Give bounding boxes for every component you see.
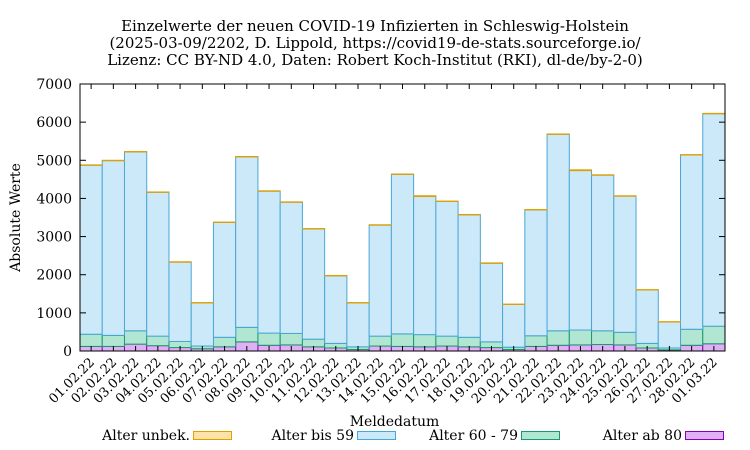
bar-alter-bis-59-9 bbox=[279, 201, 303, 334]
bar-alter-60-79-24 bbox=[613, 331, 637, 346]
bar-alter-60-79-27 bbox=[680, 328, 704, 346]
bar-alter-60-79-3 bbox=[146, 335, 170, 347]
legend-swatch-unbekannt bbox=[193, 431, 232, 440]
bar-alter-bis-59-3 bbox=[146, 191, 170, 337]
bar-alter-unbek-22 bbox=[568, 169, 593, 172]
bar-alter-bis-59-11 bbox=[324, 275, 348, 344]
legend-label-unbekannt: Alter unbek. bbox=[102, 428, 190, 444]
bar-alter-bis-59-1 bbox=[101, 160, 125, 336]
y-tick-label-2000: 2000 bbox=[36, 268, 72, 284]
bar-alter-60-79-1 bbox=[101, 334, 125, 347]
bar-alter-60-79-16 bbox=[435, 335, 459, 347]
legend-label-bis-59: Alter bis 59 bbox=[271, 428, 354, 444]
y-tick-label-4000: 4000 bbox=[36, 191, 72, 207]
legend-swatch-ab-80 bbox=[685, 431, 724, 440]
bar-alter-60-79-14 bbox=[390, 333, 415, 347]
chart-title-line-3: Lizenz: CC BY-ND 4.0, Daten: Robert Koch… bbox=[107, 51, 643, 69]
y-tick-label-1000: 1000 bbox=[36, 306, 72, 322]
bar-alter-60-79-15 bbox=[413, 334, 437, 348]
bar-alter-60-79-6 bbox=[212, 336, 237, 348]
bar-alter-bis-59-16 bbox=[435, 200, 459, 337]
bar-alter-bis-59-18 bbox=[479, 262, 504, 343]
y-tick-label-7000: 7000 bbox=[36, 77, 72, 93]
legend-item-60-79: Alter 60 - 79 bbox=[420, 428, 560, 444]
bar-alter-unbek-15 bbox=[413, 195, 437, 198]
bar-alter-bis-59-27 bbox=[680, 154, 704, 330]
bar-alter-60-79-21 bbox=[546, 330, 570, 346]
bar-alter-bis-59-0 bbox=[79, 164, 103, 335]
bar-alter-60-79-7 bbox=[235, 326, 259, 343]
bar-alter-bis-59-25 bbox=[635, 289, 659, 344]
legend-item-unbekannt: Alter unbek. bbox=[90, 428, 232, 444]
bar-alter-60-79-9 bbox=[279, 332, 303, 346]
bar-alter-bis-59-21 bbox=[546, 133, 570, 332]
bar-alter-bis-59-6 bbox=[212, 221, 237, 338]
bar-alter-bis-59-7 bbox=[235, 156, 259, 328]
bar-alter-bis-59-12 bbox=[346, 302, 370, 348]
bar-alter-bis-59-14 bbox=[390, 173, 415, 335]
bar-alter-60-79-28 bbox=[702, 325, 726, 345]
y-tick-label-5000: 5000 bbox=[36, 153, 72, 169]
bar-alter-60-79-0 bbox=[79, 333, 103, 347]
bar-alter-bis-59-28 bbox=[702, 113, 726, 327]
y-tick-label-3000: 3000 bbox=[36, 230, 72, 246]
legend-item-bis-59: Alter bis 59 bbox=[260, 428, 396, 444]
legend-swatch-60-79 bbox=[521, 431, 560, 440]
bar-alter-bis-59-5 bbox=[190, 302, 214, 347]
bar-alter-bis-59-19 bbox=[502, 303, 526, 348]
bar-alter-bis-59-24 bbox=[613, 195, 637, 333]
bar-alter-60-79-22 bbox=[568, 329, 593, 346]
y-tick-label-6000: 6000 bbox=[36, 115, 72, 131]
bar-alter-bis-59-20 bbox=[524, 209, 548, 337]
bar-alter-60-79-17 bbox=[457, 336, 481, 348]
bar-alter-bis-59-15 bbox=[413, 196, 437, 336]
bar-alter-60-79-23 bbox=[591, 330, 615, 346]
bar-alter-60-79-10 bbox=[301, 338, 326, 348]
bar-alter-bis-59-23 bbox=[591, 174, 615, 332]
chart-title-line-1: Einzelwerte der neuen COVID-19 Infiziert… bbox=[121, 17, 629, 35]
bar-alter-bis-59-10 bbox=[301, 228, 326, 340]
legend-label-60-79: Alter 60 - 79 bbox=[429, 428, 518, 444]
bar-alter-bis-59-2 bbox=[123, 151, 148, 332]
y-axis-label: Absolute Werte bbox=[8, 163, 24, 273]
chart-title-line-2: (2025-03-09/2202, D. Lippold, https://co… bbox=[109, 34, 641, 52]
bar-alter-60-79-20 bbox=[524, 335, 548, 347]
bar-alter-bis-59-22 bbox=[568, 170, 593, 331]
bar-alter-bis-59-26 bbox=[657, 321, 682, 349]
legend-swatch-bis-59 bbox=[357, 431, 396, 440]
x-axis-label: Meldedatum bbox=[350, 414, 440, 430]
y-tick-label-0: 0 bbox=[63, 344, 72, 360]
legend-label-ab-80: Alter ab 80 bbox=[602, 428, 682, 444]
bar-alter-bis-59-4 bbox=[168, 261, 192, 342]
bar-alter-bis-59-17 bbox=[457, 214, 481, 338]
bar-alter-60-79-13 bbox=[368, 335, 392, 347]
legend-item-ab-80: Alter ab 80 bbox=[590, 428, 724, 444]
bar-alter-60-79-8 bbox=[257, 332, 281, 346]
bar-alter-60-79-2 bbox=[123, 330, 148, 345]
bar-alter-bis-59-13 bbox=[368, 224, 392, 337]
bar-alter-bis-59-8 bbox=[257, 190, 281, 334]
